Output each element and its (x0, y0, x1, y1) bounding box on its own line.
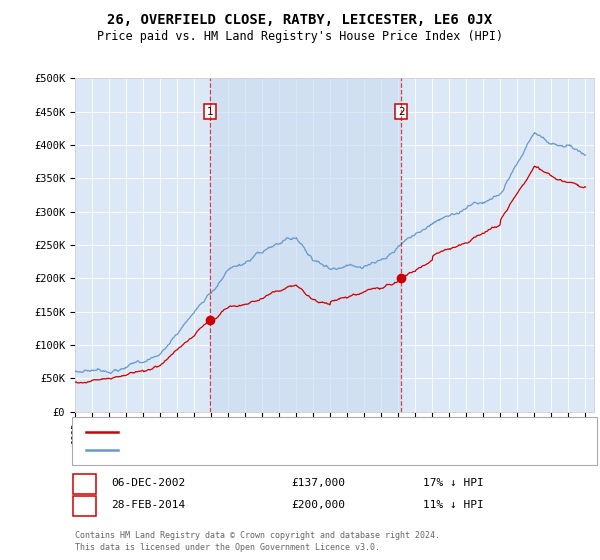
Text: 06-DEC-2002: 06-DEC-2002 (111, 478, 185, 488)
Text: 17% ↓ HPI: 17% ↓ HPI (423, 478, 484, 488)
Text: 1: 1 (81, 478, 88, 488)
Text: Price paid vs. HM Land Registry's House Price Index (HPI): Price paid vs. HM Land Registry's House … (97, 30, 503, 43)
Text: 2: 2 (81, 500, 88, 510)
Text: 2: 2 (398, 107, 404, 116)
Text: Contains HM Land Registry data © Crown copyright and database right 2024.: Contains HM Land Registry data © Crown c… (75, 531, 440, 540)
Text: 26, OVERFIELD CLOSE, RATBY, LEICESTER, LE6 0JX (detached house): 26, OVERFIELD CLOSE, RATBY, LEICESTER, L… (124, 427, 494, 437)
Text: 11% ↓ HPI: 11% ↓ HPI (423, 500, 484, 510)
Text: HPI: Average price, detached house, Hinckley and Bosworth: HPI: Average price, detached house, Hinc… (124, 445, 459, 455)
Text: 28-FEB-2014: 28-FEB-2014 (111, 500, 185, 510)
Text: 26, OVERFIELD CLOSE, RATBY, LEICESTER, LE6 0JX: 26, OVERFIELD CLOSE, RATBY, LEICESTER, L… (107, 13, 493, 27)
Bar (210, 78, 401, 412)
Text: This data is licensed under the Open Government Licence v3.0.: This data is licensed under the Open Gov… (75, 543, 380, 552)
Text: 1: 1 (206, 107, 213, 116)
Text: £137,000: £137,000 (291, 478, 345, 488)
Text: £200,000: £200,000 (291, 500, 345, 510)
